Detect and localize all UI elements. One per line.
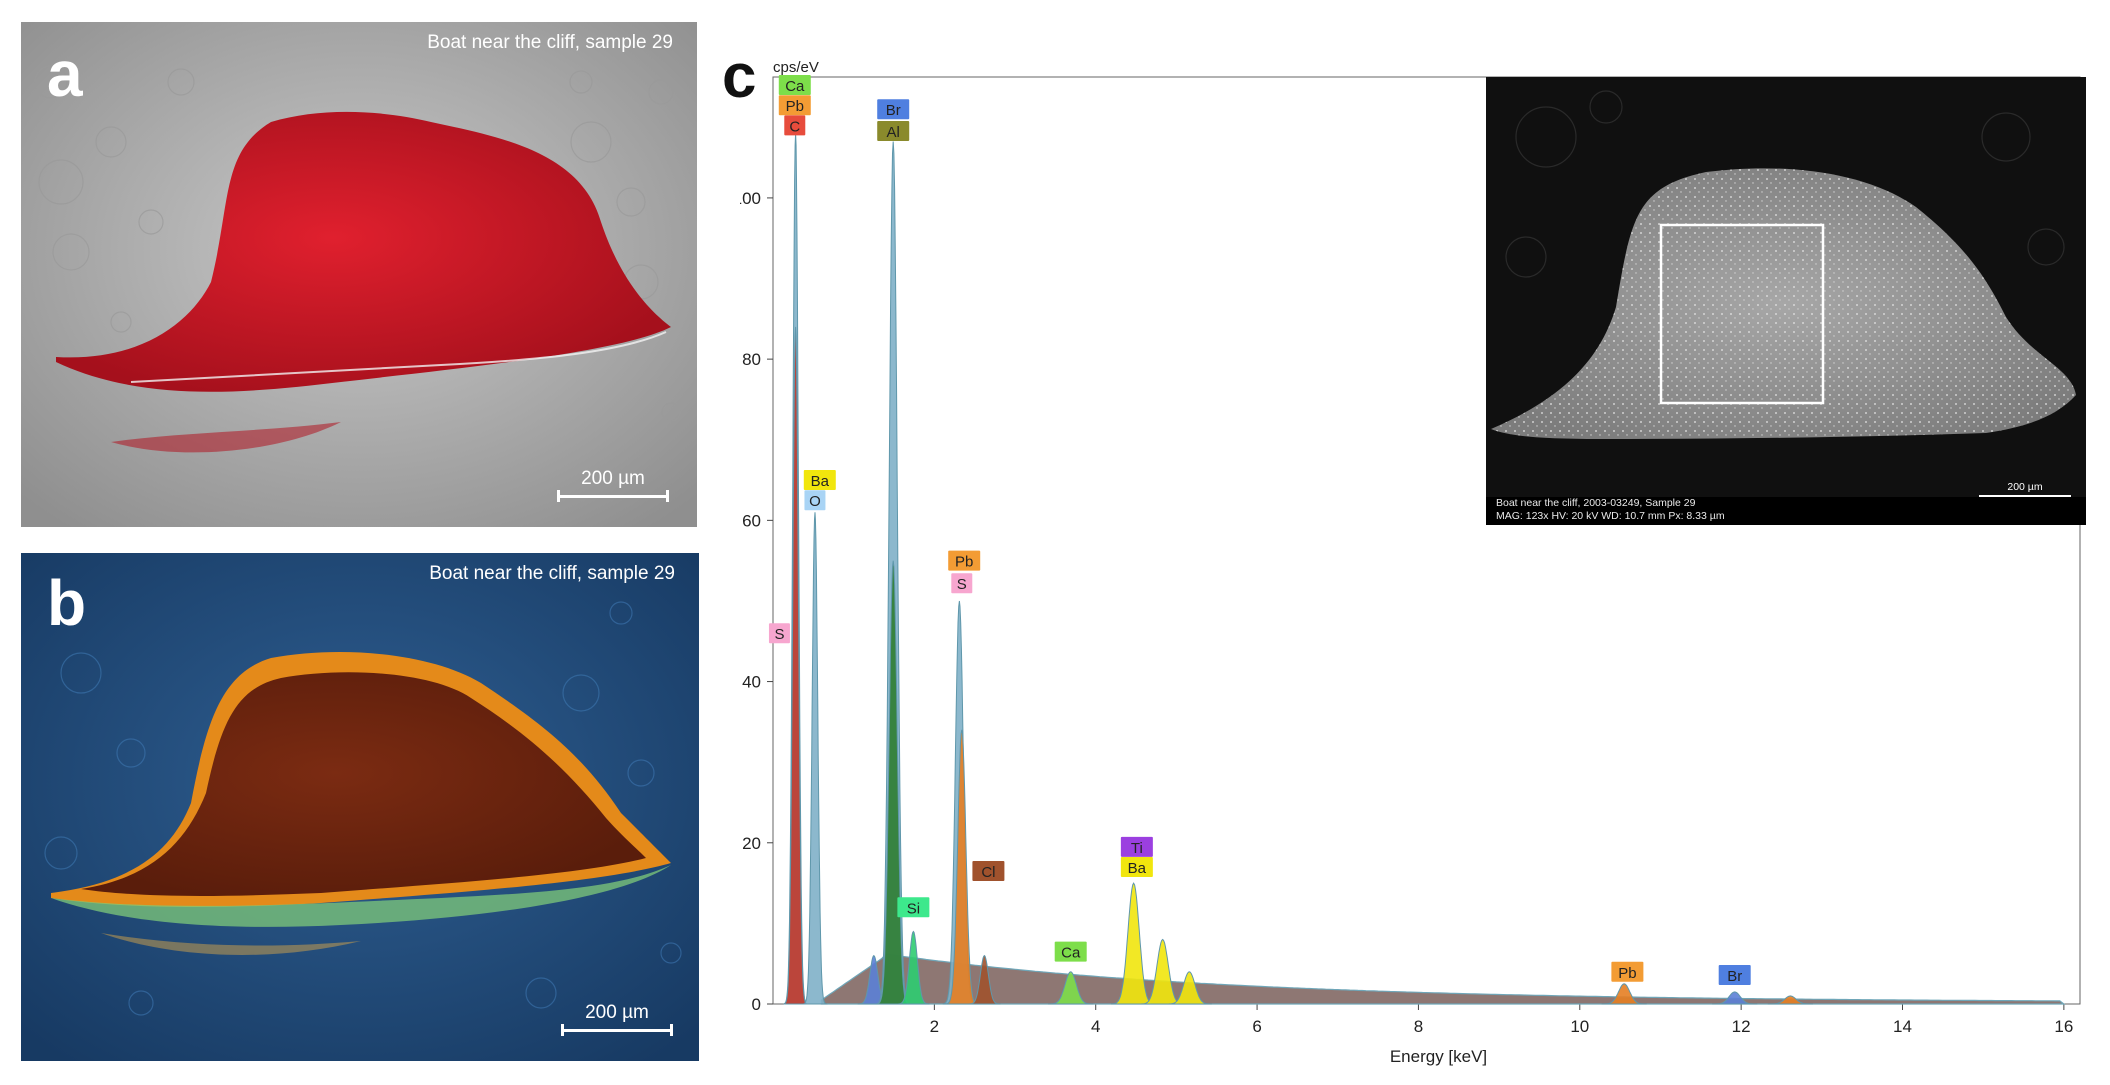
x-tick-label: 6 (1252, 1017, 1261, 1036)
element-label-box (768, 623, 790, 644)
sem-info-bar: Boat near the cliff, 2003-03249, Sample … (1486, 497, 2086, 525)
element-label: Ca (1061, 945, 1081, 962)
spectrum-peak (1601, 983, 1647, 1005)
spectrum-peak (1712, 991, 1758, 1005)
spectrum-peak (783, 326, 809, 1005)
element-label: S (774, 626, 784, 643)
y-tick-label: 40 (742, 673, 761, 692)
spectrum-peak (803, 512, 828, 1005)
y-tick-label: 80 (742, 350, 761, 369)
y-tick-label: 20 (742, 834, 761, 853)
spectrum-peak (944, 729, 979, 1005)
panel-b-micrograph: b Boat near the cliff, sample 29 200 µm (21, 553, 699, 1061)
spectrum-peak (1166, 971, 1212, 1005)
panel-a-scale-label: 200 µm (581, 468, 645, 489)
x-tick-label: 8 (1414, 1017, 1423, 1036)
element-label-box (948, 550, 981, 571)
element-label-box (1054, 941, 1087, 962)
element-label: Si (907, 900, 920, 917)
spectrum-peak (1048, 971, 1094, 1005)
element-label-box (804, 490, 826, 511)
element-label: Ti (1131, 840, 1143, 857)
y-tick-label: 60 (742, 511, 761, 530)
sem-inset-image: 200 µm Boat near the cliff, 2003-03249, … (1486, 77, 2086, 525)
sem-info-line2: MAG: 123x HV: 20 kV WD: 10.7 mm Px: 8.33… (1496, 510, 1725, 522)
y-tick-label: 100 (740, 189, 761, 208)
element-label: Pb (955, 554, 973, 571)
panel-b-caption: Boat near the cliff, sample 29 (429, 563, 675, 584)
spectrum-peak (1767, 995, 1813, 1005)
y-tick-label: 0 (752, 995, 761, 1014)
sem-roi-box (1659, 223, 1825, 405)
panel-letter-a: a (47, 38, 83, 110)
element-label-box (972, 860, 1005, 881)
element-label: Ba (811, 473, 830, 490)
sem-scalebar: 200 µm (1979, 481, 2071, 497)
element-label-box (1611, 961, 1644, 982)
x-tick-label: 10 (1570, 1017, 1589, 1036)
element-label-box (877, 99, 910, 120)
x-tick-label: 12 (1732, 1017, 1751, 1036)
element-label: Cl (981, 864, 995, 881)
micrograph-b-image (21, 553, 699, 1061)
element-label: C (789, 118, 800, 135)
micrograph-a-image (21, 22, 697, 527)
element-label: Al (887, 124, 900, 141)
element-label-box (951, 573, 973, 594)
sem-info-line1: Boat near the cliff, 2003-03249, Sample … (1496, 497, 1696, 509)
sem-specimen (1486, 77, 2086, 497)
element-label-box (778, 75, 811, 96)
element-label-box (1120, 856, 1153, 877)
x-axis-label: Energy [keV] (1390, 1047, 1487, 1066)
element-label: S (957, 576, 967, 593)
x-tick-label: 14 (1893, 1017, 1912, 1036)
panel-a-scalebar: 200 µm (557, 468, 669, 508)
spectrum-peak (897, 930, 930, 1005)
element-label: Br (886, 102, 901, 119)
panel-b-scalebar: 200 µm (561, 1002, 673, 1042)
panel-b-scale-label: 200 µm (585, 1002, 649, 1023)
spectrum-peak (968, 954, 1001, 1005)
panel-a-micrograph: a Boat near the cliff, sample 29 200 µm (21, 22, 697, 527)
element-label-box (1718, 964, 1751, 985)
sem-scale-label: 200 µm (2007, 481, 2043, 493)
panel-letter-c: c (722, 42, 757, 111)
element-label-box (784, 115, 806, 136)
element-label: Ca (785, 78, 805, 95)
element-label: O (809, 493, 821, 510)
element-label-box (877, 121, 910, 142)
element-label-box (897, 897, 930, 918)
x-tick-label: 4 (1091, 1017, 1100, 1036)
x-tick-label: 16 (2054, 1017, 2073, 1036)
element-label: Pb (1618, 965, 1636, 982)
element-label-box (778, 95, 811, 116)
y-axis-label: cps/eV (773, 59, 819, 76)
element-label: Pb (786, 98, 804, 115)
element-label-box (803, 470, 836, 491)
panel-a-caption: Boat near the cliff, sample 29 (427, 32, 673, 53)
panel-letter-b: b (47, 567, 87, 639)
element-label: Ba (1128, 860, 1147, 877)
x-tick-label: 2 (930, 1017, 939, 1036)
element-label: Br (1727, 968, 1742, 985)
element-label-box (1120, 836, 1153, 857)
